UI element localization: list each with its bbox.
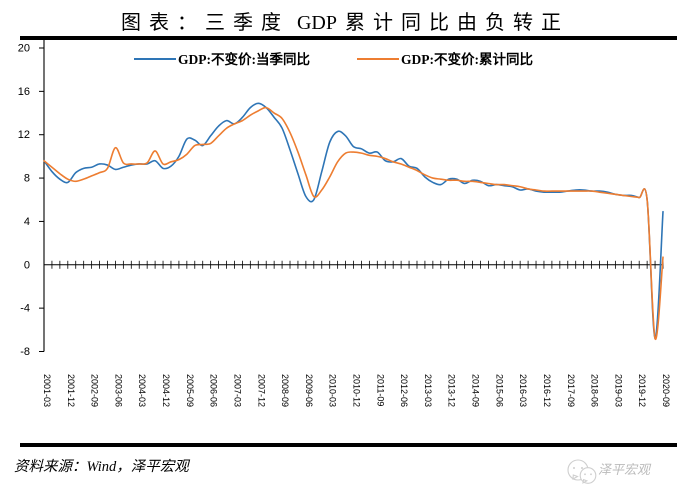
svg-text:2002-09: 2002-09 [90, 374, 100, 407]
svg-text:2017-09: 2017-09 [566, 374, 576, 407]
svg-text:20: 20 [18, 43, 30, 55]
svg-text:2001-12: 2001-12 [66, 374, 76, 407]
svg-text:2008-09: 2008-09 [280, 374, 290, 407]
svg-text:2013-03: 2013-03 [423, 374, 433, 407]
svg-text:2001-03: 2001-03 [42, 374, 52, 407]
svg-text:2011-09: 2011-09 [375, 374, 385, 406]
svg-text:2009-06: 2009-06 [304, 374, 314, 407]
svg-text:0: 0 [24, 259, 30, 271]
svg-text:-4: -4 [20, 303, 30, 315]
svg-text:2005-09: 2005-09 [185, 374, 195, 407]
svg-text:2014-09: 2014-09 [471, 374, 481, 407]
svg-text:2007-12: 2007-12 [256, 374, 266, 407]
svg-text:2019-12: 2019-12 [637, 374, 647, 407]
svg-text:2004-12: 2004-12 [161, 374, 171, 407]
svg-text:2007-03: 2007-03 [232, 374, 242, 407]
svg-text:2013-12: 2013-12 [447, 374, 457, 407]
svg-text:8: 8 [24, 173, 30, 185]
svg-text:2006-06: 2006-06 [209, 374, 219, 407]
svg-text:2004-03: 2004-03 [137, 374, 147, 407]
svg-text:2020-09: 2020-09 [661, 374, 671, 407]
svg-text:2016-12: 2016-12 [542, 374, 552, 407]
svg-text:2010-12: 2010-12 [352, 374, 362, 407]
svg-text:GDP:不变价:当季同比: GDP:不变价:当季同比 [178, 51, 310, 67]
svg-text:2012-06: 2012-06 [399, 374, 409, 407]
svg-text:-8: -8 [20, 346, 30, 358]
svg-text:2019-03: 2019-03 [613, 374, 623, 407]
svg-text:GDP:不变价:累计同比: GDP:不变价:累计同比 [401, 51, 533, 67]
svg-text:2003-06: 2003-06 [113, 374, 123, 407]
svg-text:2018-06: 2018-06 [590, 374, 600, 407]
svg-text:2010-03: 2010-03 [328, 374, 338, 407]
svg-text:2015-06: 2015-06 [494, 374, 504, 407]
svg-text:2016-03: 2016-03 [518, 374, 528, 407]
svg-text:16: 16 [18, 86, 30, 98]
svg-text:4: 4 [24, 216, 30, 228]
svg-text:12: 12 [18, 129, 30, 141]
